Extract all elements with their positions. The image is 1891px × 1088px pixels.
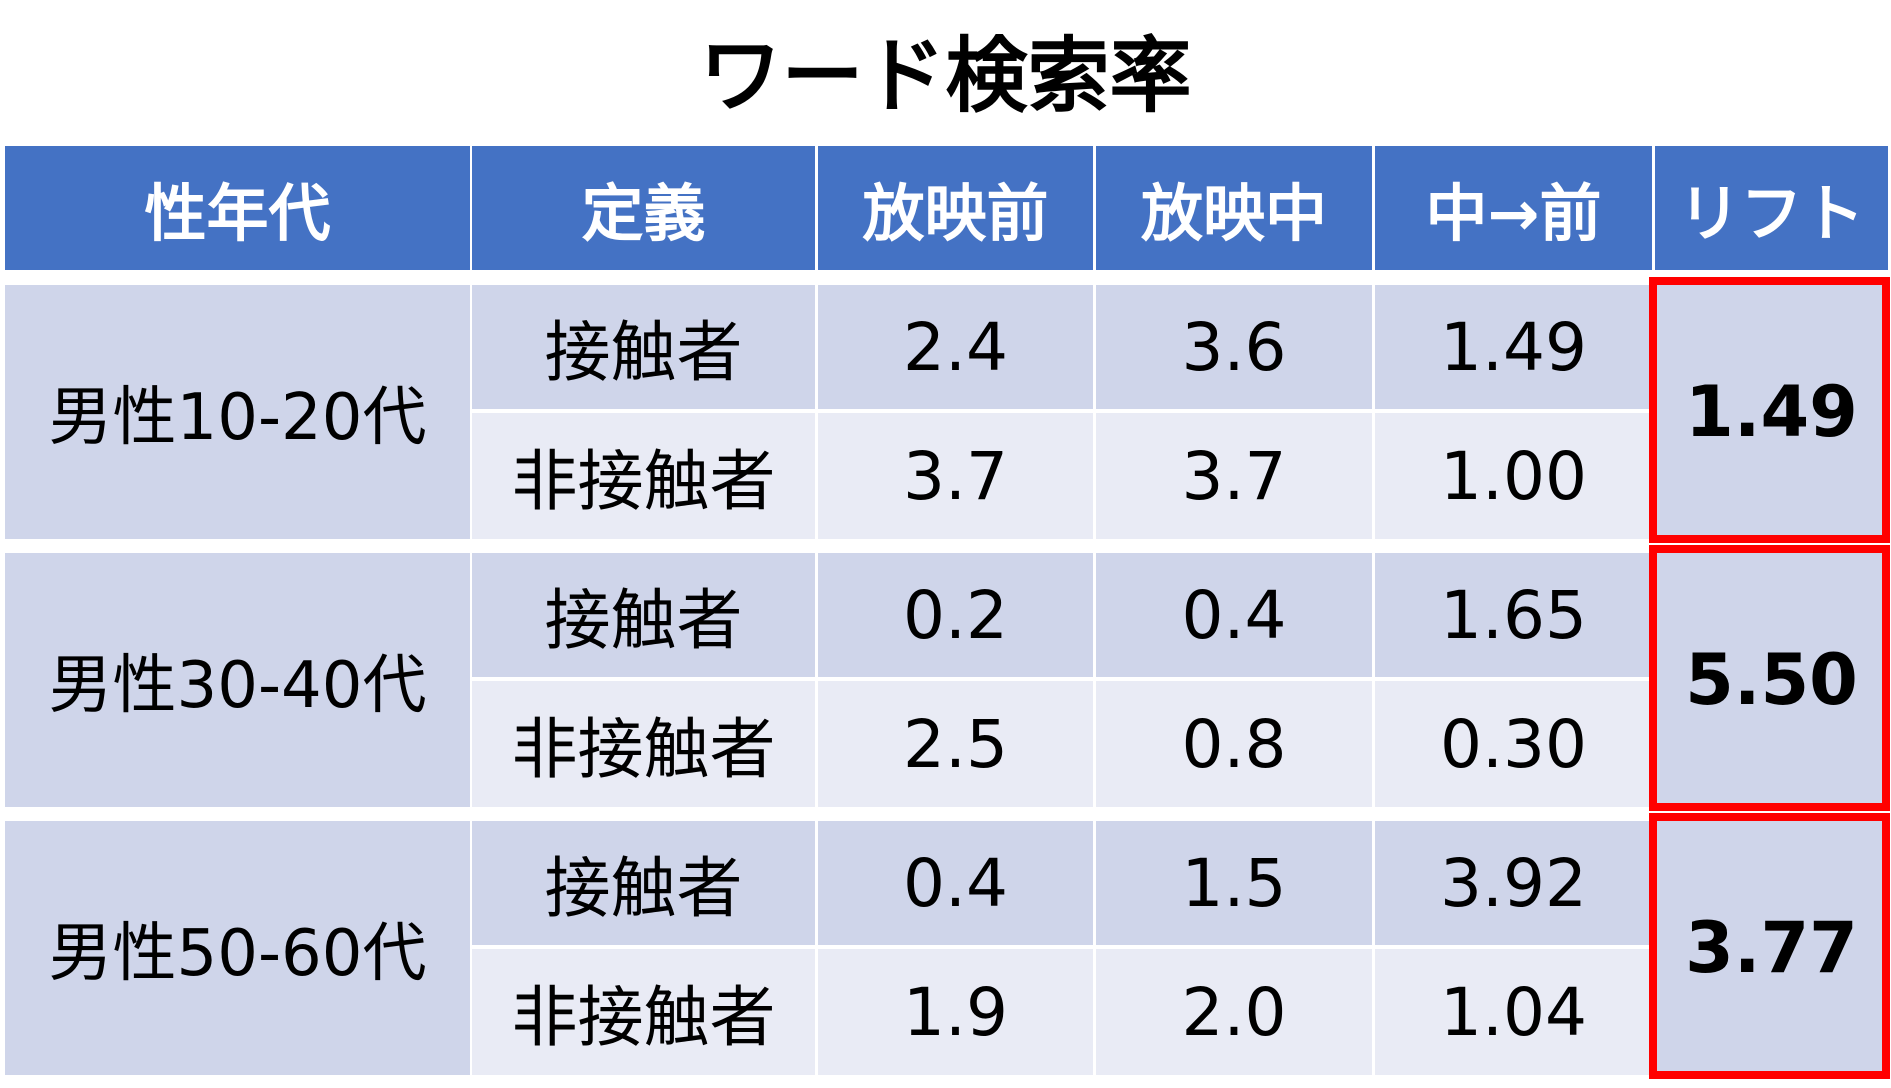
group-label-cell: 男性50-60代: [5, 821, 470, 1075]
during-value-cell: 1.5: [1096, 821, 1372, 945]
before-value-cell: 2.4: [818, 285, 1093, 409]
group-label-cell: 男性30-40代: [5, 553, 470, 807]
during-value-cell: 3.6: [1096, 285, 1372, 409]
during-value-cell: 0.8: [1096, 681, 1372, 807]
before-value-cell: 2.5: [818, 681, 1093, 807]
definition-cell: 非接触者: [472, 681, 815, 807]
ratio-value-cell: 3.92: [1375, 821, 1652, 945]
definition-cell: 非接触者: [472, 949, 815, 1075]
definition-cell: 非接触者: [472, 413, 815, 539]
chart-title: ワード検索率: [699, 29, 1192, 124]
ratio-value-cell: 0.30: [1375, 681, 1652, 807]
ratio-value-cell: 1.00: [1375, 413, 1652, 539]
header-cell-during: 放映中: [1096, 146, 1372, 270]
before-value-cell: 1.9: [818, 949, 1093, 1075]
lift-value-cell: 1.49: [1655, 285, 1888, 539]
ratio-value-cell: 1.65: [1375, 553, 1652, 677]
group-label-cell: 男性10-20代: [5, 285, 470, 539]
before-value-cell: 3.7: [818, 413, 1093, 539]
during-value-cell: 2.0: [1096, 949, 1372, 1075]
header-cell-ratio: 中→前: [1375, 146, 1652, 270]
header-cell-age-group: 性年代: [5, 146, 470, 270]
ratio-value-cell: 1.49: [1375, 285, 1652, 409]
header-cell-before: 放映前: [818, 146, 1093, 270]
definition-cell: 接触者: [472, 821, 815, 945]
lift-value-cell: 5.50: [1655, 553, 1888, 807]
definition-cell: 接触者: [472, 285, 815, 409]
header-cell-definition: 定義: [472, 146, 815, 270]
lift-value-cell: 3.77: [1655, 821, 1888, 1075]
definition-cell: 接触者: [472, 553, 815, 677]
before-value-cell: 0.4: [818, 821, 1093, 945]
during-value-cell: 3.7: [1096, 413, 1372, 539]
header-cell-lift: リフト: [1655, 146, 1888, 270]
ratio-value-cell: 1.04: [1375, 949, 1652, 1075]
during-value-cell: 0.4: [1096, 553, 1372, 677]
before-value-cell: 0.2: [818, 553, 1093, 677]
